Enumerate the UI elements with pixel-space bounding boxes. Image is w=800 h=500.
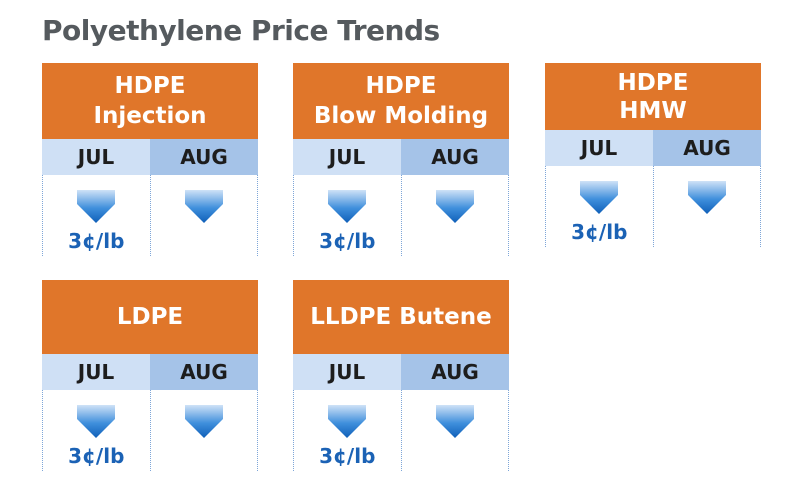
card-title-line1: HDPE bbox=[617, 69, 689, 96]
aug-trend bbox=[402, 175, 509, 256]
card-header: HDPE Injection bbox=[42, 63, 258, 139]
card-hdpe-injection: HDPE Injection JUL AUG 3¢/lb bbox=[42, 63, 258, 256]
card-title-line1: LDPE bbox=[116, 304, 184, 330]
down-arrow-icon bbox=[184, 405, 223, 438]
trend-row: 3¢/lb bbox=[42, 175, 258, 256]
trend-row: 3¢/lb bbox=[545, 166, 761, 247]
down-arrow-icon bbox=[328, 190, 367, 223]
month-row: JUL AUG bbox=[545, 130, 761, 166]
aug-trend bbox=[654, 166, 761, 247]
card-title-line1: HDPE bbox=[114, 73, 186, 99]
aug-trend bbox=[151, 175, 258, 256]
month-row: JUL AUG bbox=[42, 354, 258, 390]
card-ldpe: LDPE JUL AUG 3¢/lb bbox=[42, 280, 258, 471]
down-arrow-icon bbox=[435, 190, 474, 223]
month-jul: JUL bbox=[545, 130, 653, 166]
month-aug: AUG bbox=[653, 130, 761, 166]
price-change: 3¢/lb bbox=[319, 444, 376, 468]
page-title: Polyethylene Price Trends bbox=[42, 14, 440, 47]
trend-row: 3¢/lb bbox=[42, 390, 258, 471]
price-change: 3¢/lb bbox=[68, 444, 125, 468]
jul-trend: 3¢/lb bbox=[546, 166, 654, 247]
aug-trend bbox=[402, 390, 509, 471]
month-aug: AUG bbox=[150, 354, 258, 390]
card-title-line1: LLDPE Butene bbox=[310, 304, 492, 330]
price-change: 3¢/lb bbox=[319, 229, 376, 253]
card-header: HDPE HMW bbox=[545, 63, 761, 130]
month-jul: JUL bbox=[293, 139, 401, 175]
jul-trend: 3¢/lb bbox=[43, 390, 151, 471]
card-title-line2: Injection bbox=[93, 103, 207, 129]
price-change: 3¢/lb bbox=[68, 229, 125, 253]
trend-row: 3¢/lb bbox=[293, 390, 509, 471]
price-change: 3¢/lb bbox=[571, 220, 628, 244]
card-header: LLDPE Butene bbox=[293, 280, 509, 354]
down-arrow-icon bbox=[435, 405, 474, 438]
month-aug: AUG bbox=[150, 139, 258, 175]
month-row: JUL AUG bbox=[293, 139, 509, 175]
card-header: HDPE Blow Molding bbox=[293, 63, 509, 139]
down-arrow-icon bbox=[184, 190, 223, 223]
down-arrow-icon bbox=[328, 405, 367, 438]
month-jul: JUL bbox=[293, 354, 401, 390]
month-row: JUL AUG bbox=[42, 139, 258, 175]
month-jul: JUL bbox=[42, 139, 150, 175]
down-arrow-icon bbox=[77, 405, 116, 438]
card-lldpe-butene: LLDPE Butene JUL AUG 3¢/lb bbox=[293, 280, 509, 471]
month-aug: AUG bbox=[401, 139, 509, 175]
jul-trend: 3¢/lb bbox=[294, 175, 402, 256]
jul-trend: 3¢/lb bbox=[294, 390, 402, 471]
down-arrow-icon bbox=[77, 190, 116, 223]
card-hdpe-blow-molding: HDPE Blow Molding JUL AUG 3¢/lb bbox=[293, 63, 509, 256]
down-arrow-icon bbox=[687, 181, 726, 214]
month-jul: JUL bbox=[42, 354, 150, 390]
card-title-line2: HMW bbox=[619, 97, 687, 124]
card-title-line2: Blow Molding bbox=[313, 103, 489, 129]
trend-row: 3¢/lb bbox=[293, 175, 509, 256]
aug-trend bbox=[151, 390, 258, 471]
month-aug: AUG bbox=[401, 354, 509, 390]
card-title-line1: HDPE bbox=[365, 73, 437, 99]
month-row: JUL AUG bbox=[293, 354, 509, 390]
down-arrow-icon bbox=[580, 181, 619, 214]
card-hdpe-hmw: HDPE HMW JUL AUG 3¢/lb bbox=[545, 63, 761, 247]
card-header: LDPE bbox=[42, 280, 258, 354]
jul-trend: 3¢/lb bbox=[43, 175, 151, 256]
